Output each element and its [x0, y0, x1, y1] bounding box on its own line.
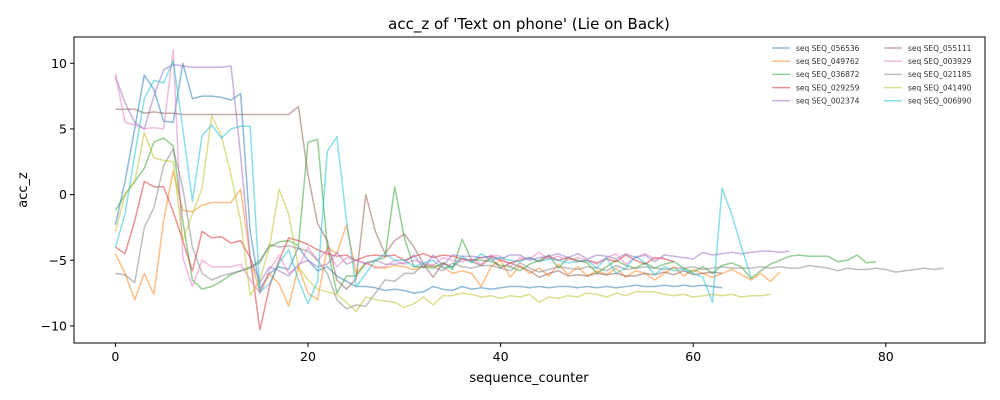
series-line-10 — [114, 59, 752, 305]
legend-label: seq SEQ_056536 — [796, 44, 860, 53]
x-tick-label: 60 — [685, 349, 701, 364]
y-tick-label: 0 — [59, 187, 67, 202]
series-line-7 — [114, 49, 665, 294]
legend-label: seq SEQ_055111 — [908, 44, 972, 53]
chart-title: acc_z of 'Text on phone' (Lie on Back) — [388, 15, 670, 34]
legend-label: seq SEQ_036872 — [796, 70, 860, 79]
y-tick-label: 5 — [59, 121, 67, 136]
x-tick-label: 40 — [493, 349, 509, 364]
legend-label: seq SEQ_049762 — [796, 57, 860, 66]
y-axis: −10 −5 0 5 10 — [41, 56, 74, 333]
series-line-9 — [114, 115, 771, 313]
series-line-1 — [114, 62, 723, 294]
series-line-8 — [115, 147, 944, 310]
x-axis-label: sequence_counter — [469, 371, 589, 386]
legend-label: seq SEQ_041490 — [908, 83, 972, 92]
y-tick-label: −10 — [41, 318, 67, 333]
plot-frame — [73, 36, 986, 344]
legend-label: seq SEQ_029259 — [796, 83, 860, 92]
x-tick-label: 20 — [300, 349, 316, 364]
series-line-6 — [115, 105, 723, 290]
series-line-2 — [114, 170, 781, 307]
y-tick-label: −5 — [49, 253, 67, 268]
series-line-5 — [114, 63, 790, 284]
x-tick-label: 80 — [878, 349, 894, 364]
legend-label: seq SEQ_002374 — [796, 97, 860, 106]
x-axis: 0 20 40 60 80 — [111, 343, 894, 364]
legend-label: seq SEQ_003929 — [908, 57, 972, 66]
y-axis-label: acc_z — [16, 172, 31, 208]
y-tick-label: 10 — [51, 56, 67, 71]
legend-label: seq SEQ_006990 — [908, 97, 972, 106]
series-layer — [114, 49, 944, 331]
x-tick-label: 0 — [111, 349, 119, 364]
legend-label: seq SEQ_021185 — [908, 70, 972, 79]
